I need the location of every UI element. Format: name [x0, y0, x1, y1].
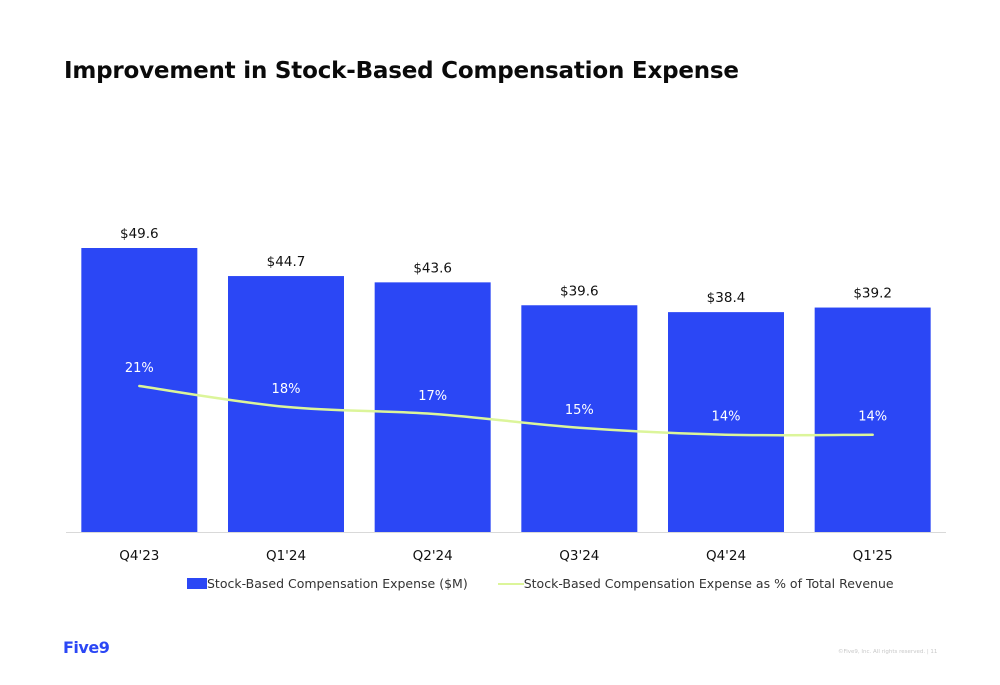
percent-label-4: 14%: [712, 410, 741, 425]
bar-5: [814, 307, 931, 532]
percent-label-2: 17%: [418, 389, 447, 404]
bar-value-label-0: $49.6: [120, 226, 159, 242]
x-tick-label-3: Q3'24: [559, 548, 599, 564]
x-tick-label-0: Q4'23: [119, 548, 159, 564]
percent-label-1: 18%: [272, 382, 301, 397]
bar-1: [228, 276, 344, 532]
x-tick-label-1: Q1'24: [266, 548, 306, 564]
page-title: Improvement in Stock-Based Compensation …: [64, 58, 739, 84]
x-tick-label-2: Q2'24: [413, 548, 453, 564]
x-tick-label-5: Q1'25: [853, 548, 893, 564]
legend-line-label: Stock-Based Compensation Expense as % of…: [523, 576, 894, 591]
percent-label-3: 15%: [565, 403, 594, 418]
legend-item-bars: Stock-Based Compensation Expense ($M): [187, 576, 468, 591]
bar-value-label-5: $39.2: [853, 286, 892, 302]
legend-bar-label: Stock-Based Compensation Expense ($M): [207, 576, 468, 591]
bar-value-label-4: $38.4: [707, 290, 746, 306]
percent-label-0: 21%: [125, 361, 154, 376]
bar-3: [521, 305, 638, 532]
bar-value-label-1: $44.7: [267, 254, 306, 270]
bar-value-label-3: $39.6: [560, 283, 599, 299]
legend-item-line: Stock-Based Compensation Expense as % of…: [497, 576, 894, 591]
five9-logo: Five9: [63, 638, 110, 657]
x-tick-label-4: Q4'24: [706, 548, 746, 564]
bar-2: [374, 282, 491, 532]
footer-copyright: ©Five9, Inc. All rights reserved. | 11: [838, 649, 938, 655]
percent-line: [138, 384, 874, 437]
percent-label-5: 14%: [858, 410, 887, 425]
legend-bar-swatch: [187, 578, 207, 589]
legend: Stock-Based Compensation Expense ($M) St…: [187, 576, 924, 591]
bar-value-label-2: $43.6: [413, 260, 452, 276]
bar-4: [668, 312, 784, 532]
bar-0: [81, 248, 198, 532]
legend-line-swatch: [497, 582, 524, 585]
